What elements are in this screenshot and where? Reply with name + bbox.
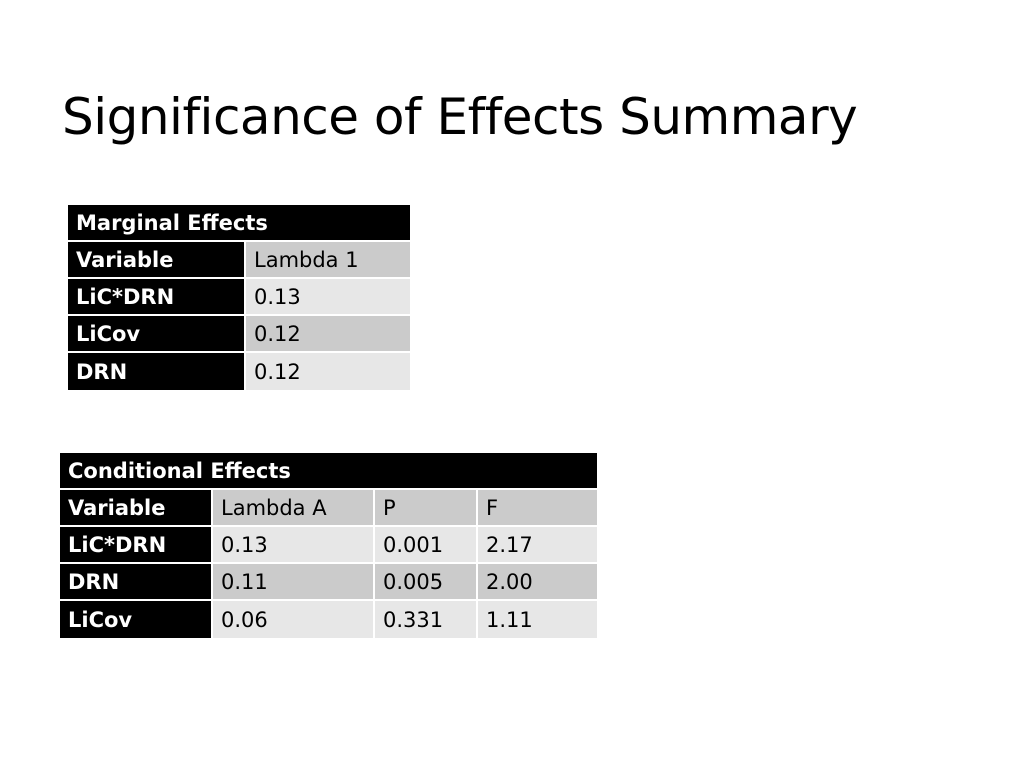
table-header-row: Variable Lambda 1	[68, 242, 410, 279]
column-header: Lambda 1	[246, 242, 410, 279]
column-header: Variable	[60, 490, 213, 527]
slide-title: Significance of Effects Summary	[62, 88, 858, 146]
table-row: DRN 0.12	[68, 353, 410, 390]
table-cell: 0.331	[375, 601, 478, 638]
row-label: DRN	[68, 353, 246, 390]
table-row: LiC*DRN 0.13	[68, 279, 410, 316]
column-header: Lambda A	[213, 490, 375, 527]
table-cell: 0.005	[375, 564, 478, 601]
table-row: LiCov 0.06 0.331 1.11	[60, 601, 597, 638]
table-cell: 0.12	[246, 316, 410, 353]
table-heading: Marginal Effects	[68, 205, 410, 242]
table-cell: 0.13	[213, 527, 375, 564]
table-row: LiCov 0.12	[68, 316, 410, 353]
table-title-row: Marginal Effects	[68, 205, 410, 242]
table-cell: 2.00	[478, 564, 597, 601]
column-header: Variable	[68, 242, 246, 279]
row-label: LiC*DRN	[60, 527, 213, 564]
table-cell: 0.06	[213, 601, 375, 638]
row-label: LiCov	[68, 316, 246, 353]
table-cell: 0.12	[246, 353, 410, 390]
marginal-effects-table: Marginal Effects Variable Lambda 1 LiC*D…	[68, 205, 410, 390]
table-cell: 0.001	[375, 527, 478, 564]
column-header: P	[375, 490, 478, 527]
table-heading: Conditional Effects	[60, 453, 597, 490]
table-cell: 1.11	[478, 601, 597, 638]
row-label: DRN	[60, 564, 213, 601]
table-cell: 0.13	[246, 279, 410, 316]
column-header: F	[478, 490, 597, 527]
conditional-effects-table: Conditional Effects Variable Lambda A P …	[60, 453, 597, 638]
table-header-row: Variable Lambda A P F	[60, 490, 597, 527]
table-row: LiC*DRN 0.13 0.001 2.17	[60, 527, 597, 564]
row-label: LiC*DRN	[68, 279, 246, 316]
row-label: LiCov	[60, 601, 213, 638]
table-row: DRN 0.11 0.005 2.00	[60, 564, 597, 601]
table-title-row: Conditional Effects	[60, 453, 597, 490]
table-cell: 2.17	[478, 527, 597, 564]
table-cell: 0.11	[213, 564, 375, 601]
